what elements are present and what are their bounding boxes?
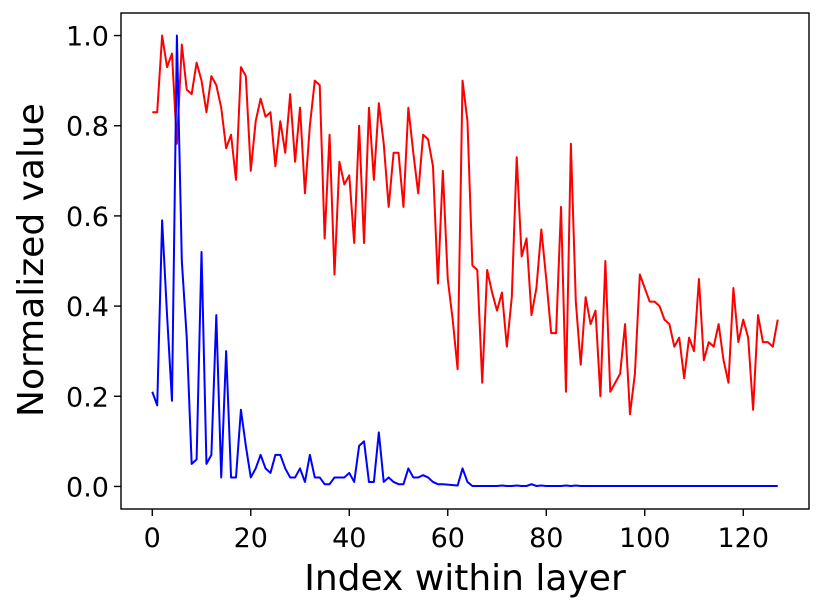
x-tick-label: 40: [332, 523, 366, 554]
y-axis-ticks: 0.0 0.2 0.4 0.6 0.8 1.0: [66, 22, 121, 503]
x-axis-ticks: 0 20 40 60 80 100 120: [144, 509, 769, 554]
x-tick-label: 100: [619, 523, 671, 554]
series-layer: [151, 34, 779, 487]
y-tick-label: 1.0: [66, 22, 109, 53]
x-tick-label: 60: [431, 523, 465, 554]
x-tick-label: 0: [144, 523, 161, 554]
y-tick-label: 0.6: [66, 202, 109, 233]
y-tick-label: 0.8: [66, 112, 109, 143]
x-tick-label: 80: [529, 523, 563, 554]
y-tick-label: 0.0: [66, 472, 109, 503]
plot-frame: [120, 12, 810, 510]
y-tick-label: 0.4: [66, 292, 109, 323]
x-tick-label: 120: [717, 523, 769, 554]
y-tick-label: 0.2: [66, 382, 109, 413]
x-tick-label: 20: [234, 523, 268, 554]
y-axis-label: Normalized value: [11, 103, 52, 417]
series-line-2: [151, 34, 778, 487]
x-axis-label: Index within layer: [304, 558, 626, 599]
series-line-1: [152, 34, 779, 416]
